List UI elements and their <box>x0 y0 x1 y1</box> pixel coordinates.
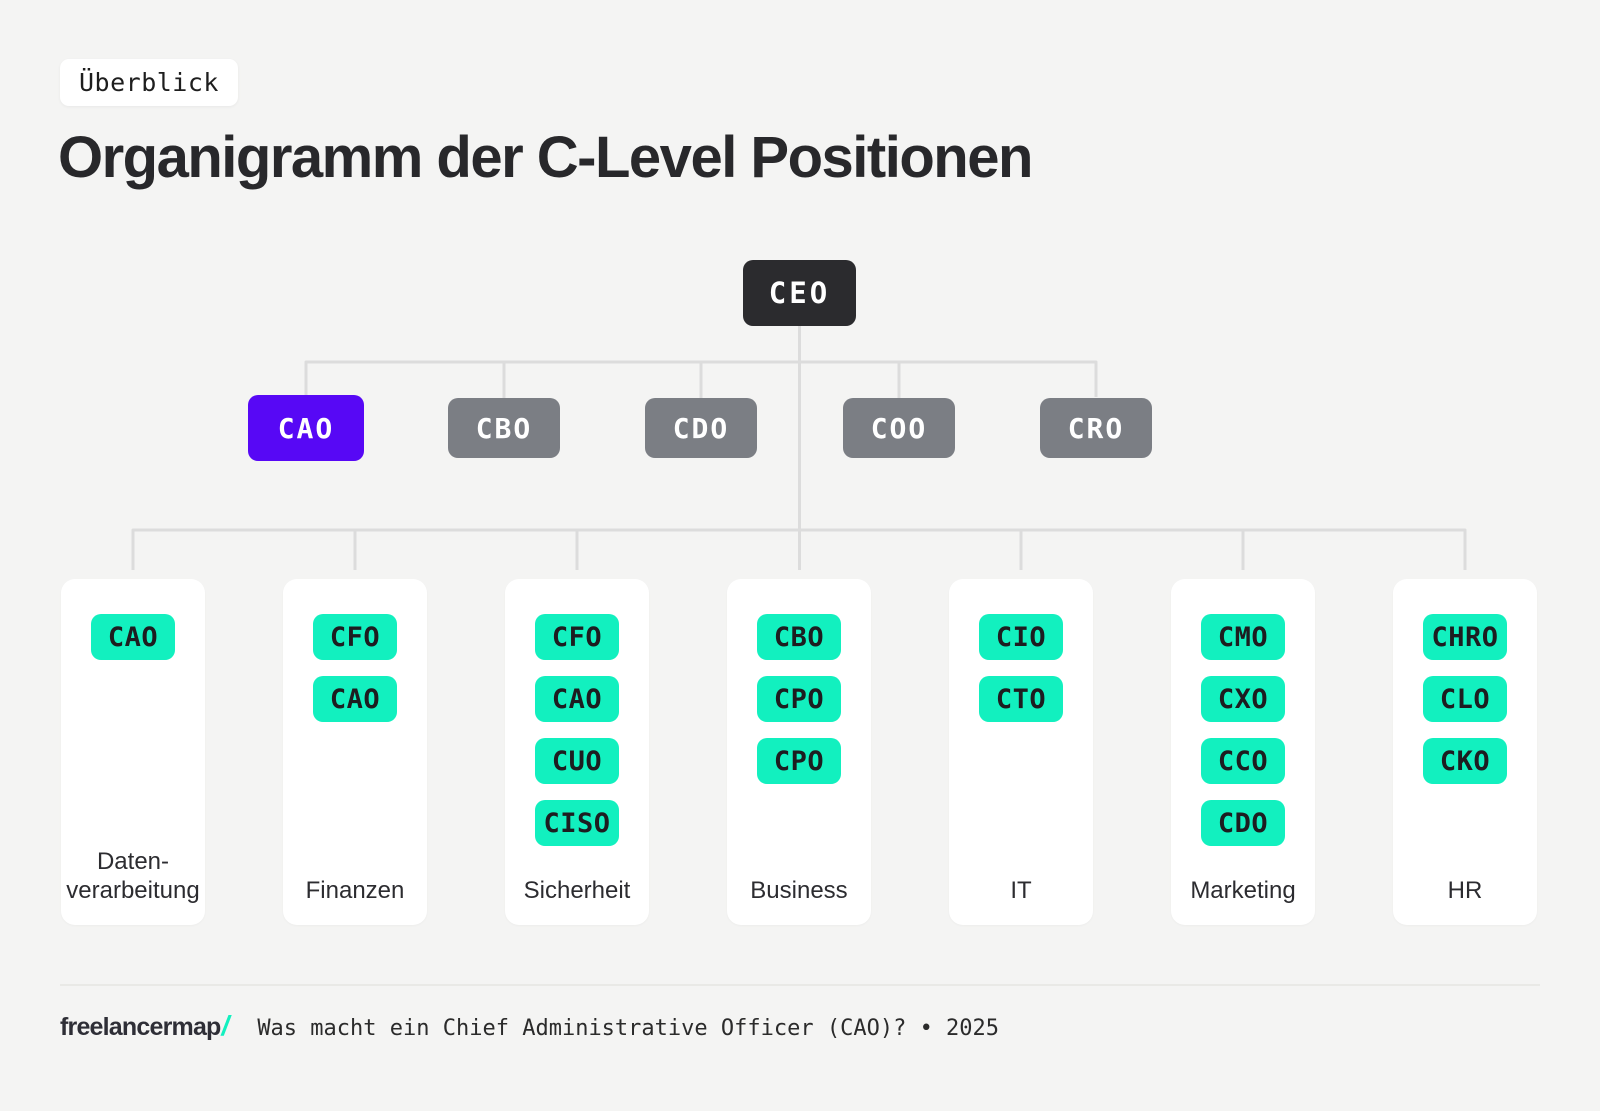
org-node-coo: COO <box>843 398 955 458</box>
department-label-line: Daten- <box>96 848 170 875</box>
org-node-cao: CAO <box>248 395 364 461</box>
role-badge: CXO <box>1201 676 1285 722</box>
department-label: Marketing <box>1171 876 1315 905</box>
eyebrow-badge-label: Überblick <box>79 68 219 97</box>
department-label: HR <box>1393 876 1537 905</box>
department-card-datenverarbeitung: CAO Daten- verarbeitung <box>61 579 205 925</box>
department-card-sicherheit: CFO CAO CUO CISO Sicherheit <box>505 579 649 925</box>
role-badge: CAO <box>91 614 175 660</box>
department-label-line: Marketing <box>1190 877 1296 904</box>
footer: freelancermap / Was macht ein Chief Admi… <box>60 1010 999 1042</box>
org-node-cdo: CDO <box>645 398 757 458</box>
department-card-marketing: CMO CXO CCO CDO Marketing <box>1171 579 1315 925</box>
department-label: IT <box>949 876 1093 905</box>
eyebrow-badge: Überblick <box>60 59 238 106</box>
role-badge: CAO <box>535 676 619 722</box>
role-badge: CKO <box>1423 738 1507 784</box>
department-card-business: CBO CPO CPO Business <box>727 579 871 925</box>
org-node-cro: CRO <box>1040 398 1152 458</box>
role-badge: CPO <box>757 676 841 722</box>
role-badge: CUO <box>535 738 619 784</box>
org-node-cbo: CBO <box>448 398 560 458</box>
role-badge: CFO <box>313 614 397 660</box>
connector-departments-rail <box>131 528 1467 570</box>
role-badge: CBO <box>757 614 841 660</box>
department-label-line: IT <box>1010 877 1032 904</box>
role-badge: CPO <box>757 738 841 784</box>
role-badge: CISO <box>535 800 619 846</box>
logo-slash-icon: / <box>221 1010 230 1041</box>
footer-divider <box>60 984 1540 986</box>
department-label: Daten- verarbeitung <box>61 847 205 905</box>
footer-tagline: Was macht ein Chief Administrative Offic… <box>257 1016 1000 1041</box>
freelancermap-logo: freelancermap <box>60 1013 221 1041</box>
department-card-finanzen: CFO CAO Finanzen <box>283 579 427 925</box>
org-node-ceo: CEO <box>743 260 856 326</box>
department-label: Business <box>727 876 871 905</box>
role-badge: CDO <box>1201 800 1285 846</box>
department-label: Finanzen <box>283 876 427 905</box>
role-badge: CMO <box>1201 614 1285 660</box>
department-label-line: Sicherheit <box>523 877 631 904</box>
department-card-it: CIO CTO IT <box>949 579 1093 925</box>
department-label-line: Finanzen <box>305 877 405 904</box>
department-card-hr: CHRO CLO CKO HR <box>1393 579 1537 925</box>
role-badge: CIO <box>979 614 1063 660</box>
department-label: Sicherheit <box>505 876 649 905</box>
role-badge: CLO <box>1423 676 1507 722</box>
role-badge: CAO <box>313 676 397 722</box>
department-label-line: HR <box>1447 877 1483 904</box>
role-badge: CHRO <box>1423 614 1507 660</box>
role-badge: CTO <box>979 676 1063 722</box>
department-label-line: verarbeitung <box>66 877 200 904</box>
role-badge: CFO <box>535 614 619 660</box>
page-title: Organigramm der C-Level Positionen <box>58 125 1033 190</box>
department-label-line: Business <box>750 877 848 904</box>
role-badge: CCO <box>1201 738 1285 784</box>
